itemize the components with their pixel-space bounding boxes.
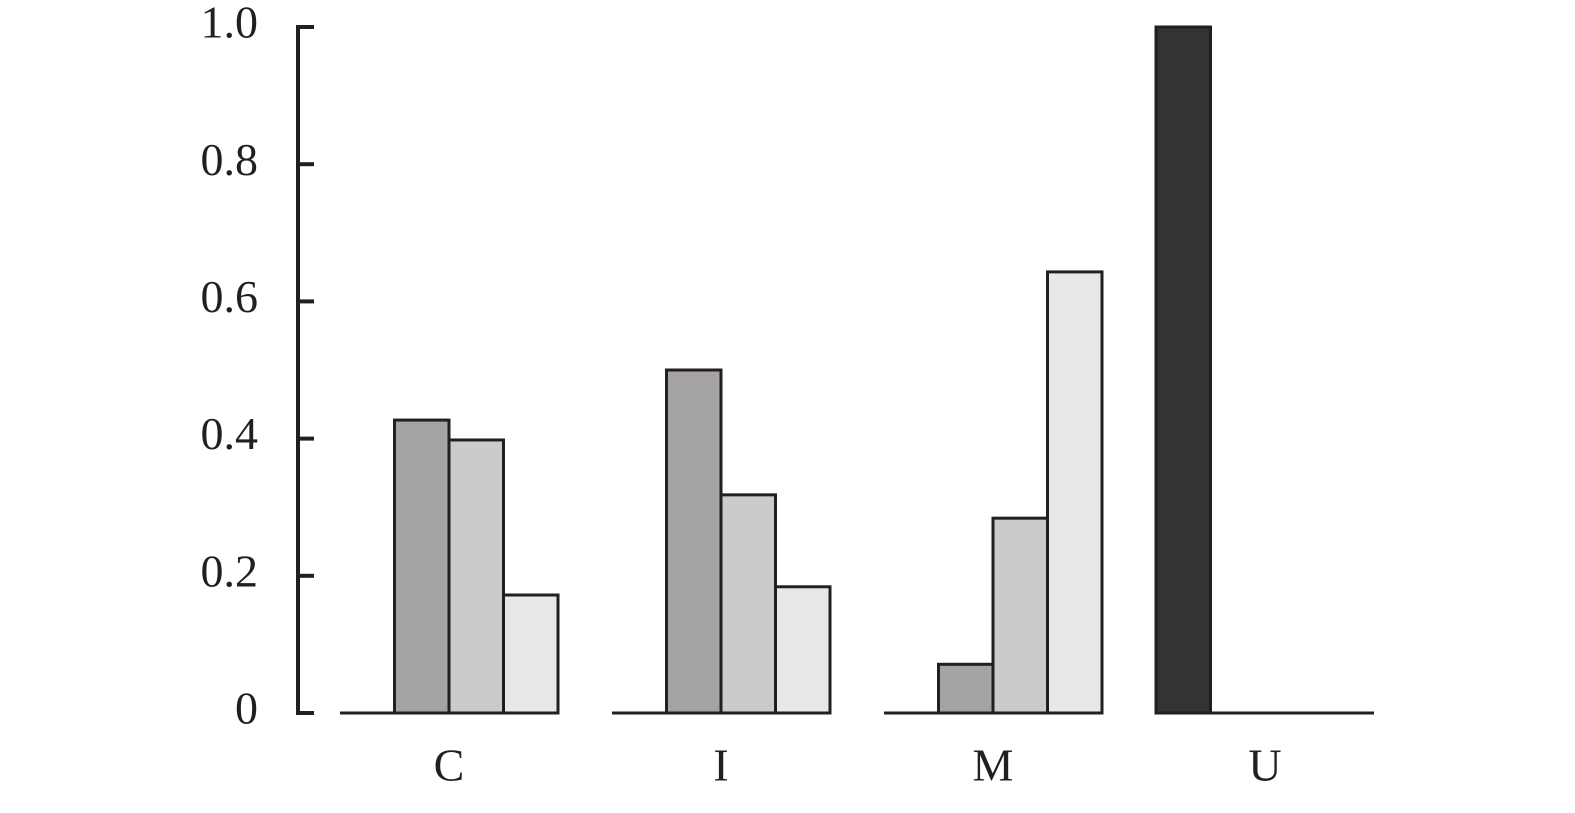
bar <box>719 493 777 715</box>
bar <box>1154 25 1212 715</box>
x-tick-label: M <box>973 740 1014 791</box>
bar <box>665 368 723 715</box>
y-tick-label: 1.0 <box>201 0 259 48</box>
y-tick-label: 0.2 <box>201 545 259 596</box>
bar <box>1046 270 1104 715</box>
y-tick-label: 0.8 <box>201 134 259 185</box>
x-tick-label: U <box>1248 740 1281 791</box>
bar <box>393 418 451 715</box>
x-tick-label: I <box>713 740 728 791</box>
y-tick-label: 0.4 <box>201 408 259 459</box>
bar <box>447 438 505 715</box>
bar <box>991 516 1049 715</box>
bar <box>937 662 995 715</box>
x-tick-label: C <box>434 740 465 791</box>
bar <box>502 593 560 715</box>
bar <box>774 585 832 715</box>
y-tick-label: 0 <box>235 683 258 734</box>
y-tick-label: 0.6 <box>201 271 259 322</box>
